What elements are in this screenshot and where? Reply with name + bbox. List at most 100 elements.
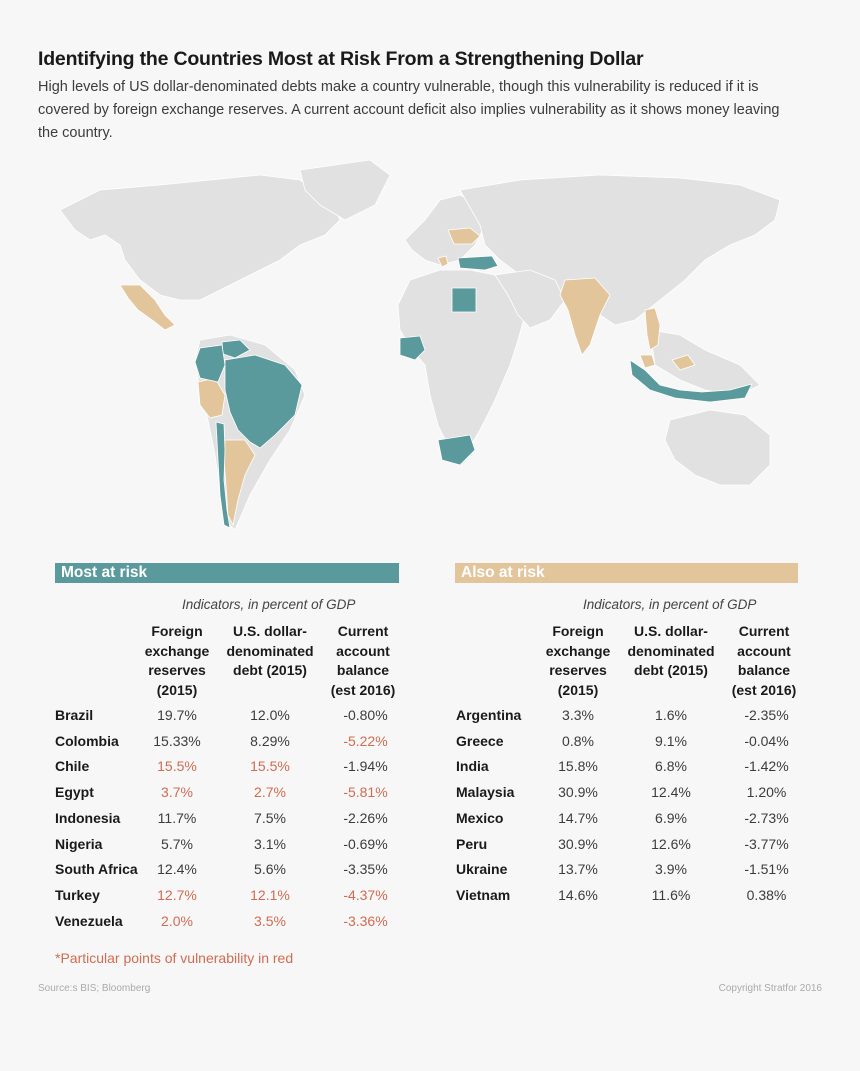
map-south-africa: [437, 434, 476, 466]
cell-reserves: 5.7%: [161, 835, 193, 852]
cell-reserves: 19.7%: [157, 707, 197, 723]
map-malaysia: [639, 354, 696, 371]
se-asia-landmass: [649, 329, 761, 396]
table-row: Nigeria 5.7% 3.1% -0.69%: [55, 836, 415, 856]
cell-balance: -0.80%: [343, 707, 388, 723]
cell-debt: 12.0%: [250, 707, 290, 723]
map-indonesia: [629, 359, 753, 403]
cell-reserves: 12.4%: [157, 861, 197, 878]
country-name: Egypt: [55, 784, 94, 801]
country-name: South Africa: [55, 861, 138, 878]
cell-balance: -2.73%: [744, 809, 789, 826]
country-name: Brazil: [55, 707, 94, 723]
country-name: Vietnam: [456, 886, 511, 903]
cell-reserves: 3.3%: [562, 707, 594, 723]
map-chile: [215, 421, 231, 529]
country-name: Indonesia: [55, 809, 121, 826]
middle-east-landmass: [494, 269, 566, 329]
cell-debt: 5.6%: [254, 861, 286, 878]
also-header-reserves: Foreign exchange reserves (2015): [545, 623, 611, 698]
also-at-risk-band: Also at risk: [455, 563, 798, 583]
map-egypt: [451, 287, 477, 313]
cell-debt: 3.1%: [254, 835, 286, 852]
cell-debt: 8.29%: [250, 732, 290, 749]
cell-reserves: 12.7%: [157, 886, 197, 903]
world-map: [59, 159, 781, 531]
table-row: India 15.8% 6.8% -1.42%: [456, 758, 816, 778]
table-row: Egypt 3.7% 2.7% -5.81%: [55, 784, 415, 804]
cell-reserves: 14.6%: [558, 886, 598, 903]
cell-debt: 12.1%: [250, 886, 290, 903]
footnote: *Particular points of vulnerability in r…: [55, 950, 294, 966]
also-header-debt: U.S. dollar-denominated debt (2015): [627, 623, 715, 678]
source: Source:s BIS; Bloomberg: [38, 983, 151, 994]
most-header-balance: Current account balance (est 2016): [330, 623, 396, 698]
table-row: Argentina 3.3% 1.6% -2.35%: [456, 707, 816, 727]
table-row: Colombia 15.33% 8.29% -5.22%: [55, 733, 415, 753]
north-america-landmass: [59, 174, 341, 301]
map-brazil: [224, 354, 303, 449]
cell-balance: -3.35%: [343, 861, 388, 878]
table-row: Vietnam 14.6% 11.6% 0.38%: [456, 887, 816, 907]
cell-reserves: 3.7%: [161, 784, 193, 801]
most-header-reserves: Foreign exchange reserves (2015): [144, 623, 210, 698]
cell-reserves: 30.9%: [558, 835, 598, 852]
table-row: Greece 0.8% 9.1% -0.04%: [456, 733, 816, 753]
cell-debt: 7.5%: [254, 809, 286, 826]
country-name: Malaysia: [456, 784, 515, 801]
page-title: Identifying the Countries Most at Risk F…: [38, 48, 644, 70]
table-row: Turkey 12.7% 12.1% -4.37%: [55, 887, 415, 907]
cell-reserves: 14.7%: [558, 809, 598, 826]
table-row: Ukraine 13.7% 3.9% -1.51%: [456, 861, 816, 881]
most-header-debt: U.S. dollar-denominated debt (2015): [226, 623, 314, 678]
table-row: Brazil 19.7% 12.0% -0.80%: [55, 707, 415, 727]
table-row: Mexico 14.7% 6.9% -2.73%: [456, 810, 816, 830]
also-header-balance: Current account balance (est 2016): [731, 623, 797, 698]
table-row: South Africa 12.4% 5.6% -3.35%: [55, 861, 415, 881]
cell-debt: 12.6%: [651, 835, 691, 852]
country-name: Colombia: [55, 732, 119, 749]
page-subtitle: High levels of US dollar-denominated deb…: [38, 79, 780, 141]
most-at-risk-band: Most at risk: [55, 563, 399, 583]
table-row: Chile 15.5% 15.5% -1.94%: [55, 758, 415, 778]
cell-balance: -3.77%: [744, 835, 789, 852]
map-ukraine: [447, 227, 481, 245]
australia-landmass: [664, 409, 771, 486]
cell-debt: 6.9%: [655, 809, 687, 826]
also-indicators-label: Indicators, in percent of GDP: [583, 597, 757, 612]
cell-balance: -2.35%: [744, 707, 789, 723]
country-name: Mexico: [456, 809, 504, 826]
cell-reserves: 11.7%: [157, 809, 197, 826]
country-name: Venezuela: [55, 912, 123, 929]
map-greece: [437, 255, 449, 268]
cell-debt: 9.1%: [655, 732, 687, 749]
cell-balance: -1.94%: [343, 758, 388, 775]
cell-reserves: 13.7%: [558, 861, 598, 878]
most-indicators-label: Indicators, in percent of GDP: [182, 597, 356, 612]
cell-balance: -4.37%: [343, 886, 388, 903]
cell-balance: -1.51%: [744, 861, 789, 878]
map-nigeria: [399, 335, 426, 361]
cell-debt: 1.6%: [655, 707, 687, 723]
cell-reserves: 0.8%: [562, 732, 594, 749]
table-row: Venezuela 2.0% 3.5% -3.36%: [55, 913, 415, 933]
cell-reserves: 30.9%: [558, 784, 598, 801]
cell-debt: 12.4%: [651, 784, 691, 801]
table-row: Malaysia 30.9% 12.4% 1.20%: [456, 784, 816, 804]
country-name: Peru: [456, 835, 488, 852]
cell-balance: -5.81%: [343, 784, 388, 801]
table-row: Indonesia 11.7% 7.5% -2.26%: [55, 810, 415, 830]
cell-balance: 1.20%: [746, 784, 787, 801]
cell-debt: 15.5%: [250, 758, 290, 775]
cell-balance: -3.36%: [343, 912, 388, 929]
europe-landmass: [404, 194, 486, 266]
cell-reserves: 2.0%: [161, 912, 193, 929]
cell-debt: 11.6%: [651, 886, 691, 903]
country-name: Chile: [55, 758, 90, 775]
cell-debt: 3.5%: [254, 912, 286, 929]
country-name: Greece: [456, 732, 504, 749]
cell-balance: -2.26%: [343, 809, 388, 826]
country-name: Turkey: [55, 886, 100, 903]
table-row: Peru 30.9% 12.6% -3.77%: [456, 836, 816, 856]
cell-balance: -0.69%: [343, 835, 388, 852]
